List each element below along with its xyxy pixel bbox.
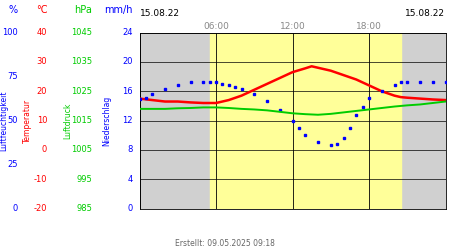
Text: 985: 985 (76, 204, 92, 213)
Text: Luftfeuchtigkeit: Luftfeuchtigkeit (0, 90, 8, 151)
Text: 1005: 1005 (71, 146, 92, 154)
Text: -10: -10 (34, 175, 47, 184)
Text: 995: 995 (76, 175, 92, 184)
Text: 06:00: 06:00 (203, 22, 229, 31)
Text: 20: 20 (37, 87, 47, 96)
Text: 1025: 1025 (71, 87, 92, 96)
Text: 15.08.22: 15.08.22 (405, 8, 445, 18)
Text: %: % (9, 5, 18, 15)
Text: 16: 16 (122, 87, 133, 96)
Text: 25: 25 (8, 160, 18, 169)
Text: 0: 0 (13, 204, 18, 213)
Text: Erstellt: 09.05.2025 09:18: Erstellt: 09.05.2025 09:18 (175, 238, 275, 248)
Text: 1035: 1035 (71, 57, 92, 66)
Text: 40: 40 (37, 28, 47, 37)
Text: 75: 75 (7, 72, 18, 81)
Text: mm/h: mm/h (104, 5, 133, 15)
Text: 100: 100 (2, 28, 18, 37)
Text: °C: °C (36, 5, 47, 15)
Text: hPa: hPa (74, 5, 92, 15)
Text: 24: 24 (122, 28, 133, 37)
Text: Niederschlag: Niederschlag (103, 96, 112, 146)
Text: Temperatur: Temperatur (23, 98, 32, 143)
Text: 15.08.22: 15.08.22 (140, 8, 180, 18)
Text: 8: 8 (127, 146, 133, 154)
Text: 30: 30 (36, 57, 47, 66)
Text: 18:00: 18:00 (356, 22, 382, 31)
Text: 1045: 1045 (71, 28, 92, 37)
Text: 50: 50 (8, 116, 18, 125)
Text: Luftdruck: Luftdruck (63, 102, 72, 139)
Text: 0: 0 (42, 146, 47, 154)
Text: 12:00: 12:00 (279, 22, 306, 31)
Text: 12: 12 (122, 116, 133, 125)
Text: 0: 0 (127, 204, 133, 213)
Text: 10: 10 (37, 116, 47, 125)
Text: -20: -20 (34, 204, 47, 213)
Text: 4: 4 (127, 175, 133, 184)
Text: 20: 20 (122, 57, 133, 66)
Bar (210, 32, 401, 209)
Text: 1015: 1015 (71, 116, 92, 125)
